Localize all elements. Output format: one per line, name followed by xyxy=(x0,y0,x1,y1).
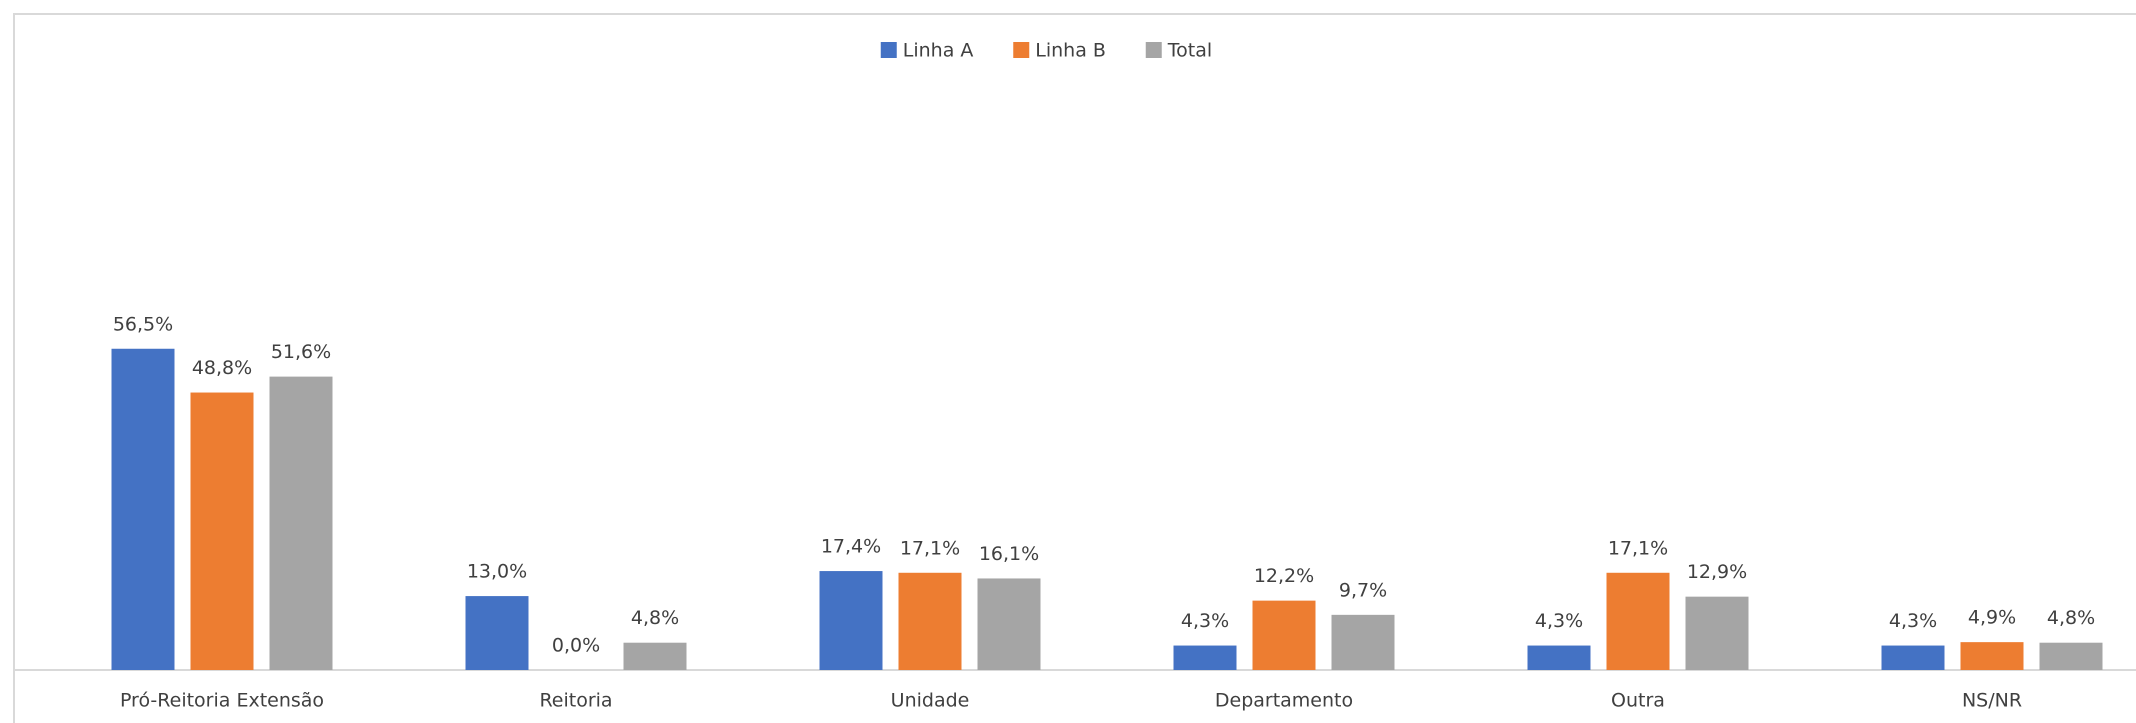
data-label: 4,3% xyxy=(1535,610,1583,632)
bar xyxy=(111,348,175,670)
bar xyxy=(1606,572,1670,670)
data-label: 13,0% xyxy=(467,561,527,583)
bar xyxy=(623,642,687,670)
legend-swatch xyxy=(1013,42,1030,58)
bar xyxy=(1685,596,1749,670)
data-label: 4,3% xyxy=(1181,610,1229,632)
data-label: 9,7% xyxy=(1339,579,1387,601)
bar xyxy=(1960,642,2024,670)
bar xyxy=(1527,645,1591,670)
data-label: 4,8% xyxy=(631,607,679,629)
data-label: 4,3% xyxy=(1889,610,1937,632)
bar xyxy=(190,392,254,670)
data-label: 17,4% xyxy=(821,536,881,558)
data-label: 16,1% xyxy=(979,543,1039,565)
data-label: 0,0% xyxy=(552,635,600,657)
data-label: 12,2% xyxy=(1254,565,1314,587)
legend-label: Linha A xyxy=(903,40,974,62)
data-label: 17,1% xyxy=(1608,537,1668,559)
x-tick-label: NS/NR xyxy=(1962,690,2022,712)
data-label: 4,8% xyxy=(2047,607,2095,629)
data-label: 4,9% xyxy=(1968,607,2016,629)
data-label: 17,1% xyxy=(900,537,960,559)
legend-label: Total xyxy=(1167,40,1212,62)
bar xyxy=(977,578,1041,670)
bar xyxy=(819,571,883,670)
x-tick-label: Reitoria xyxy=(539,690,612,712)
data-label: 51,6% xyxy=(271,341,331,363)
bar xyxy=(465,596,529,670)
data-label: 56,5% xyxy=(113,313,173,335)
bar xyxy=(2039,642,2103,670)
legend-swatch xyxy=(1145,42,1162,58)
bar xyxy=(1881,645,1945,670)
chart-frame xyxy=(13,13,2136,723)
bar xyxy=(898,572,962,670)
bar xyxy=(1331,614,1395,670)
x-tick-label: Outra xyxy=(1611,690,1665,712)
bar xyxy=(1173,645,1237,670)
legend-label: Linha B xyxy=(1035,40,1106,62)
bar xyxy=(1252,600,1316,670)
data-label: 12,9% xyxy=(1687,561,1747,583)
data-label: 48,8% xyxy=(192,357,252,379)
legend-swatch xyxy=(880,42,897,58)
bar xyxy=(269,376,333,670)
x-tick-label: Pró-Reitoria Extensão xyxy=(120,690,324,712)
x-tick-label: Unidade xyxy=(891,690,970,712)
x-tick-label: Departamento xyxy=(1215,690,1353,712)
